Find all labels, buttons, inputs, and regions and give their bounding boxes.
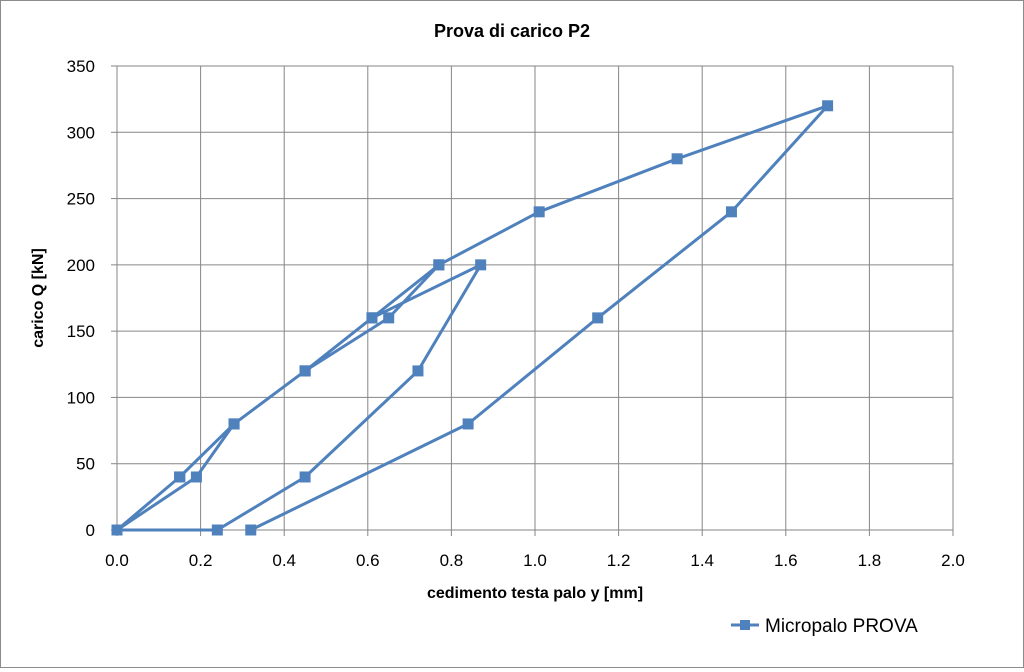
x-axis-title: cedimento testa palo y [mm]	[427, 585, 643, 602]
series-layer	[111, 100, 834, 536]
y-tick-label: 350	[67, 57, 95, 76]
data-point	[111, 524, 123, 536]
data-point	[211, 524, 223, 536]
data-point	[366, 312, 378, 324]
data-point	[299, 471, 311, 483]
y-tick-label: 250	[67, 190, 95, 209]
y-tick-label: 0	[86, 521, 95, 540]
data-point	[433, 259, 445, 271]
x-tick-label: 1.2	[607, 551, 631, 570]
data-point	[462, 418, 474, 430]
data-point	[671, 153, 683, 165]
y-tick-label: 300	[67, 123, 95, 142]
data-point	[190, 471, 202, 483]
legend: Micropalo PROVA	[731, 616, 918, 637]
series-line	[115, 104, 830, 532]
data-point	[299, 365, 311, 377]
tick-labels: 0.0 0.2 0.4 0.6 0.8 1.0 1.2 1.4 1.6 1.8 2.0 0 50 100 1…	[67, 57, 965, 570]
legend-label: Micropalo PROVA	[765, 616, 918, 637]
data-point	[725, 206, 737, 218]
y-axis-title: carico Q [kN]	[30, 248, 47, 348]
x-tick-label: 1.6	[774, 551, 798, 570]
y-tick-label: 100	[67, 388, 95, 407]
axes	[111, 65, 954, 536]
y-tick-label: 200	[67, 256, 95, 275]
data-point	[412, 365, 424, 377]
x-tick-label: 1.0	[523, 551, 547, 570]
x-tick-label: 0.0	[105, 551, 129, 570]
x-tick-label: 1.8	[858, 551, 882, 570]
data-point	[174, 471, 186, 483]
data-point	[383, 312, 395, 324]
grid	[116, 65, 954, 531]
data-point	[533, 206, 545, 218]
x-tick-label: 1.4	[690, 551, 714, 570]
x-tick-label: 0.8	[440, 551, 464, 570]
data-point	[228, 418, 240, 430]
data-point	[245, 524, 257, 536]
data-point	[822, 100, 834, 112]
x-tick-label: 0.2	[189, 551, 213, 570]
data-point	[475, 259, 487, 271]
chart-title: Prova di carico P2	[434, 21, 590, 41]
x-tick-label: 0.6	[356, 551, 380, 570]
y-tick-label: 150	[67, 322, 95, 341]
x-tick-label: 2.0	[941, 551, 965, 570]
data-point	[592, 312, 604, 324]
x-tick-label: 0.4	[272, 551, 296, 570]
legend-marker	[740, 620, 750, 630]
y-tick-label: 50	[76, 455, 95, 474]
